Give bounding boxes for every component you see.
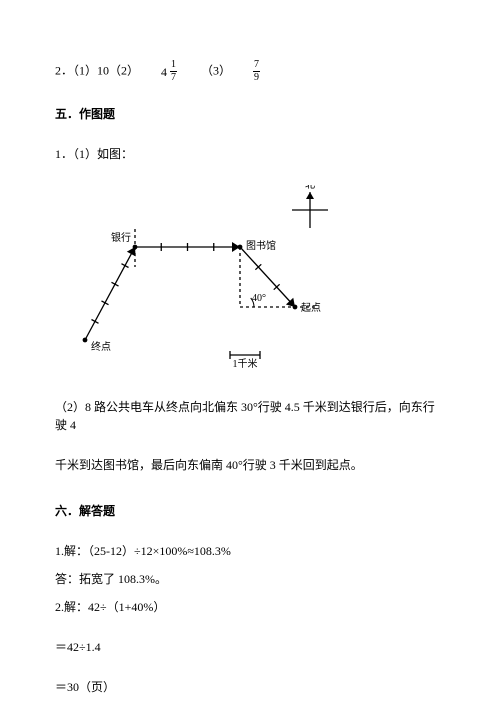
answer-mid: （3） xyxy=(201,63,231,77)
a2c-line: ＝30（页） xyxy=(55,678,445,696)
q1-2-line-a: （2）8 路公共电车从终点向北偏东 30°行驶 4.5 千米到达银行后，向东行驶… xyxy=(55,398,445,434)
svg-text:终点: 终点 xyxy=(91,340,111,353)
a2b-line: ＝42÷1.4 xyxy=(55,638,445,656)
fraction-1-den: 7 xyxy=(170,71,177,83)
fraction-1: 1 7 xyxy=(170,60,177,83)
route-diagram: 北 40° 银行图书馆起点终点 1千米 xyxy=(55,185,355,380)
fraction-1-num: 1 xyxy=(170,60,177,71)
prev-answer-line: 2．（1）10（2） 4 1 7 （3） 7 9 xyxy=(55,60,445,83)
svg-text:起点: 起点 xyxy=(301,302,321,314)
svg-text:北: 北 xyxy=(305,185,315,191)
a1b-line: 答：拓宽了 108.3%。 xyxy=(55,570,445,588)
svg-text:40°: 40° xyxy=(252,293,266,304)
q1-2-line-b: 千米到达图书馆，最后向东偏南 40°行驶 3 千米回到起点。 xyxy=(55,456,445,474)
q1-label: 1．（1）如图： xyxy=(55,145,445,163)
fraction-2: 7 9 xyxy=(253,60,260,83)
fraction-2-num: 7 xyxy=(253,60,260,71)
section-5-title: 五．作图题 xyxy=(55,105,445,123)
svg-text:银行: 银行 xyxy=(111,231,131,244)
mixed-whole: 4 xyxy=(161,63,167,81)
section-6-title: 六．解答题 xyxy=(55,502,445,520)
route-svg: 北 40° 银行图书馆起点终点 1千米 xyxy=(55,185,355,375)
fraction-2-den: 9 xyxy=(253,71,260,83)
svg-text:1千米: 1千米 xyxy=(233,357,258,370)
a2-line: 2.解：42÷（1+40%） xyxy=(55,598,445,616)
svg-text:图书馆: 图书馆 xyxy=(246,239,276,252)
a1-line: 1.解：（25-12）÷12×100%≈108.3% xyxy=(55,542,445,560)
answer-prefix: 2．（1）10（2） xyxy=(55,63,139,77)
